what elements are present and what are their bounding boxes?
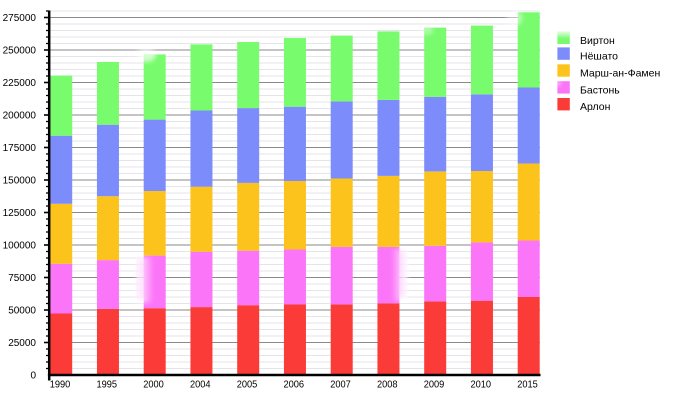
svg-text:Марш-ан-Фамен: Марш-ан-Фамен xyxy=(580,68,660,80)
svg-text:250000: 250000 xyxy=(3,46,37,57)
svg-text:2008: 2008 xyxy=(377,379,398,391)
svg-text:150000: 150000 xyxy=(3,176,37,187)
svg-text:2015: 2015 xyxy=(517,379,538,391)
svg-text:100000: 100000 xyxy=(3,241,37,252)
svg-text:2007: 2007 xyxy=(330,379,351,391)
svg-text:2004: 2004 xyxy=(190,379,211,391)
svg-text:2000: 2000 xyxy=(143,379,164,391)
svg-text:2006: 2006 xyxy=(283,379,304,391)
svg-text:0: 0 xyxy=(30,371,36,382)
svg-text:25000: 25000 xyxy=(8,338,36,349)
svg-text:275000: 275000 xyxy=(3,13,37,24)
svg-text:125000: 125000 xyxy=(3,208,37,219)
svg-text:Виртон: Виртон xyxy=(580,35,615,47)
svg-text:Нёшато: Нёшато xyxy=(580,51,618,63)
svg-text:1990: 1990 xyxy=(50,379,71,391)
svg-text:2005: 2005 xyxy=(237,379,258,391)
svg-text:Бастонь: Бастонь xyxy=(580,84,620,96)
svg-text:2010: 2010 xyxy=(470,379,491,391)
svg-text:200000: 200000 xyxy=(3,111,37,122)
svg-text:175000: 175000 xyxy=(3,143,37,154)
svg-text:75000: 75000 xyxy=(8,273,36,284)
svg-text:1995: 1995 xyxy=(96,379,117,391)
svg-text:Арлон: Арлон xyxy=(580,101,611,113)
svg-text:2009: 2009 xyxy=(424,379,445,391)
svg-text:225000: 225000 xyxy=(3,78,37,89)
svg-text:50000: 50000 xyxy=(8,306,36,317)
